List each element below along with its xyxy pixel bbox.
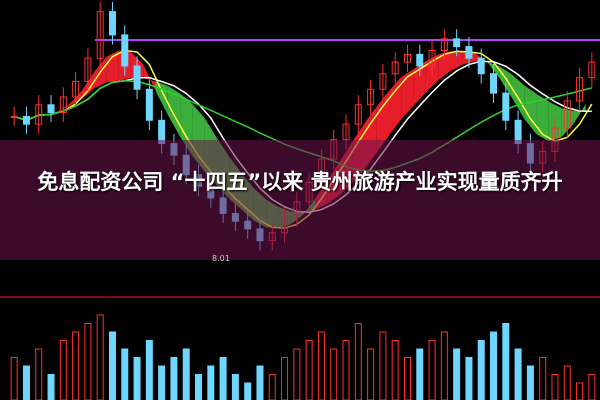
candle <box>391 61 399 75</box>
candle <box>121 34 129 67</box>
trend-band <box>167 85 181 137</box>
candle <box>96 11 104 59</box>
volume-bar <box>354 323 362 400</box>
volume-bar <box>158 365 166 400</box>
candle <box>354 104 362 125</box>
volume-bar <box>256 365 264 400</box>
low-price-label: 8.01 <box>212 254 230 263</box>
volume-bar <box>551 374 559 400</box>
volume-bar <box>403 357 411 400</box>
candle <box>563 100 571 129</box>
trend-band <box>376 90 390 153</box>
volume-bar <box>133 357 141 400</box>
volume-bar <box>244 382 252 400</box>
volume-bar <box>502 323 510 400</box>
candle <box>440 38 448 51</box>
volume-bar <box>563 365 571 400</box>
volume-bar <box>391 340 399 400</box>
volume-bar <box>490 331 498 400</box>
volume-bar <box>576 382 584 400</box>
volume-bar <box>59 340 67 400</box>
volume-bar <box>330 348 338 400</box>
candle <box>47 104 55 114</box>
volume-bar <box>182 348 190 400</box>
volume-bar <box>72 331 80 400</box>
trend-band <box>450 51 463 72</box>
volume-bar <box>293 348 301 400</box>
trend-band <box>573 104 586 125</box>
candle <box>490 73 498 94</box>
candle <box>133 65 141 90</box>
volume-bar <box>195 374 203 400</box>
volume-bar <box>367 348 375 400</box>
volume-bar <box>342 340 350 400</box>
volume-bar <box>514 348 522 400</box>
volume-bar <box>281 357 289 400</box>
candle <box>22 115 30 125</box>
volume-bar <box>416 348 424 400</box>
trend-band <box>524 85 537 135</box>
candle <box>453 38 461 48</box>
trend-band <box>413 61 426 106</box>
candle <box>367 88 375 106</box>
volume-bar <box>465 357 473 400</box>
volume-bar <box>121 348 129 400</box>
candle <box>72 80 80 98</box>
volume-bar <box>207 365 215 400</box>
candle <box>342 123 350 141</box>
volume-bar <box>317 331 325 400</box>
candle <box>403 53 411 63</box>
candle <box>428 49 436 67</box>
candle <box>576 77 584 102</box>
trend-band <box>106 50 119 83</box>
trend-band <box>438 51 451 81</box>
candle <box>379 73 387 90</box>
headline: 免息配资公司 “十四五”以来 贵州旅游产业实现量质齐升 <box>37 170 563 194</box>
volume-bar <box>428 340 436 400</box>
candle <box>502 92 510 121</box>
volume-bar <box>453 348 461 400</box>
volume-bar <box>96 314 104 400</box>
volume-bar <box>22 365 30 400</box>
volume-bar <box>47 374 55 400</box>
candle <box>108 11 116 36</box>
title-overlay-band <box>0 140 600 260</box>
candle <box>588 61 596 79</box>
candle <box>145 88 153 121</box>
candle <box>477 57 485 75</box>
volume-bar <box>268 374 276 400</box>
candle <box>84 57 92 82</box>
candle <box>465 46 473 59</box>
volume-bar <box>588 374 596 400</box>
candle <box>35 104 43 125</box>
volume-bar <box>379 331 387 400</box>
volume-bar <box>10 357 18 400</box>
volume-bar <box>170 357 178 400</box>
volume-bar <box>35 348 43 400</box>
volume-bar <box>477 340 485 400</box>
candle <box>10 115 18 118</box>
trend-band <box>389 76 402 136</box>
volume-bar <box>231 374 239 400</box>
volume-bar <box>440 331 448 400</box>
volume-bar <box>108 331 116 400</box>
volume-bar <box>145 340 153 400</box>
volume-bar <box>219 357 227 400</box>
volume-bar <box>305 340 313 400</box>
volume-bar <box>84 323 92 400</box>
volume-bar <box>526 365 534 400</box>
candle <box>59 96 67 114</box>
volume-bar <box>539 357 547 400</box>
trend-band <box>401 69 414 120</box>
candle <box>416 53 424 67</box>
